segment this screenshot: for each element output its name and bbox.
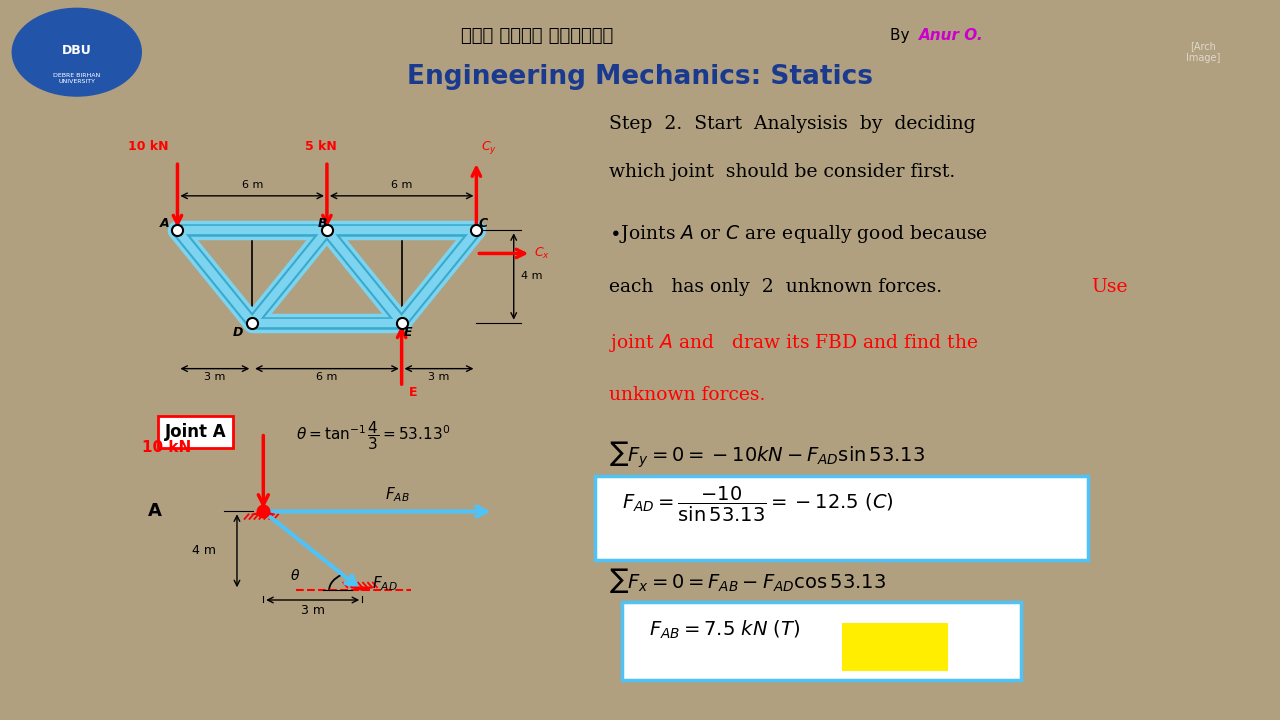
Text: DEBRE BIRHAN
UNIVERSITY: DEBRE BIRHAN UNIVERSITY: [54, 73, 100, 84]
Polygon shape: [252, 511, 275, 514]
Text: Use: Use: [1092, 278, 1128, 296]
Text: A: A: [160, 217, 170, 230]
Text: $\theta = \tan^{-1}\dfrac{4}{3} = 53.13^0$: $\theta = \tan^{-1}\dfrac{4}{3} = 53.13^…: [296, 419, 451, 451]
Text: 4 m: 4 m: [192, 544, 216, 557]
Polygon shape: [351, 588, 374, 590]
Text: E: E: [404, 326, 412, 339]
Text: [Arch
Image]: [Arch Image]: [1187, 42, 1220, 63]
Text: D: D: [232, 326, 243, 339]
Text: 6 m: 6 m: [316, 372, 338, 382]
Text: A: A: [148, 503, 163, 521]
Text: Anur O.: Anur O.: [919, 28, 983, 43]
Text: 6 m: 6 m: [390, 180, 412, 190]
FancyBboxPatch shape: [595, 476, 1088, 560]
Text: DBU: DBU: [61, 44, 92, 57]
Text: 5 kN: 5 kN: [305, 140, 337, 153]
Text: Joint A: Joint A: [165, 423, 227, 441]
Text: 3 m: 3 m: [429, 372, 449, 382]
Text: $C_x$: $C_x$: [534, 246, 549, 261]
Text: E: E: [410, 387, 417, 400]
Text: unknown forces.: unknown forces.: [609, 386, 765, 404]
Text: 10 kN: 10 kN: [128, 140, 168, 153]
Text: 3 m: 3 m: [301, 604, 325, 617]
Text: which joint  should be consider first.: which joint should be consider first.: [609, 163, 955, 181]
Circle shape: [13, 9, 141, 96]
Text: $\sum F_x = 0 = F_{AB} - F_{AD}\cos 53.13$: $\sum F_x = 0 = F_{AB} - F_{AD}\cos 53.1…: [609, 566, 886, 595]
Text: $F_{AB}$: $F_{AB}$: [385, 485, 410, 504]
Text: $\theta$: $\theta$: [289, 568, 300, 583]
Text: By: By: [890, 28, 914, 43]
Text: $F_{AD} = \dfrac{-10}{\sin 53.13} = -12.5 \ (C)$: $F_{AD} = \dfrac{-10}{\sin 53.13} = -12.…: [622, 485, 893, 524]
Text: C: C: [479, 217, 488, 230]
Text: ዲብረ ብርሃን የኽሆርስቱ: ዲብረ ብርሃን የኽሆርስቱ: [462, 27, 613, 45]
Text: $F_{AD}$: $F_{AD}$: [372, 574, 398, 593]
Text: joint $A$ and   draw its FBD and find the: joint $A$ and draw its FBD and find the: [609, 332, 978, 354]
Text: 10 kN: 10 kN: [142, 441, 191, 456]
Text: $C_y$: $C_y$: [481, 139, 498, 156]
Text: each   has only  2  unknown forces.: each has only 2 unknown forces.: [609, 278, 948, 296]
FancyBboxPatch shape: [842, 624, 948, 671]
FancyBboxPatch shape: [622, 602, 1021, 680]
Text: B: B: [319, 217, 328, 230]
Text: 6 m: 6 m: [242, 180, 262, 190]
Text: $\sum F_y = 0 = -10kN - F_{AD}\sin 53.13$: $\sum F_y = 0 = -10kN - F_{AD}\sin 53.13…: [609, 440, 925, 470]
Text: 3 m: 3 m: [204, 372, 225, 382]
Text: Step  2.  Start  Analysisis  by  deciding: Step 2. Start Analysisis by deciding: [609, 115, 975, 133]
Text: $F_{AB} = 7.5 \ kN \ (T)$: $F_{AB} = 7.5 \ kN \ (T)$: [649, 618, 800, 641]
Text: Engineering Mechanics: Statics: Engineering Mechanics: Statics: [407, 64, 873, 91]
Text: 4 m: 4 m: [521, 271, 543, 282]
Text: $\bullet$Joints $A$ or $C$ are equally good because: $\bullet$Joints $A$ or $C$ are equally g…: [609, 223, 988, 246]
